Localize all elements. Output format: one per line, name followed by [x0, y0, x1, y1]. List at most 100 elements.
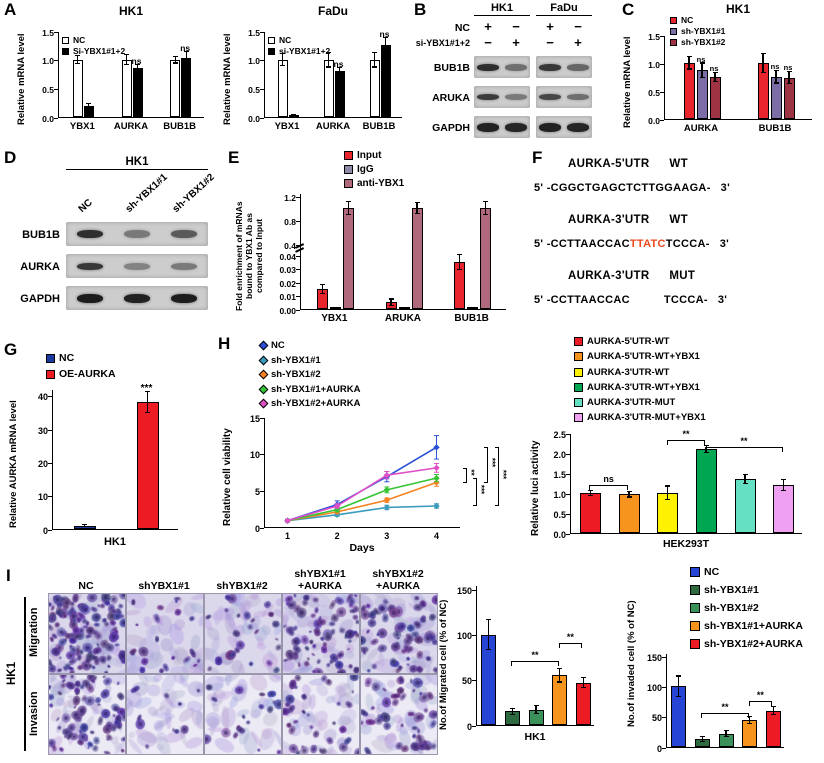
error-bar-cap [773, 70, 779, 72]
comparison-bracket [463, 467, 467, 483]
legend: NC sh-YBX1#1 sh-YBX1#2 sh-YBX1#1+AURKA sh-YB… [258, 340, 361, 413]
comparison-bracket [701, 712, 749, 718]
significance-label: ns [783, 62, 793, 72]
error-bar [701, 737, 703, 741]
category-label: BUB1B [758, 123, 792, 134]
invasion-image-5 [360, 674, 438, 755]
data-point-marker [383, 496, 391, 504]
blot-label: GAPDH [432, 122, 470, 134]
error-bar-cap [781, 478, 787, 480]
y-tick-label: 2.5 [553, 429, 566, 440]
error-bar [321, 284, 323, 293]
protein-band [124, 230, 150, 238]
y-tick-mark [260, 490, 264, 492]
condition-sign: − [484, 35, 492, 50]
migration-image-5 [360, 593, 438, 674]
plot-area [300, 194, 506, 310]
error-bar-cap [383, 52, 388, 54]
prime5-label: 5' - [534, 294, 551, 306]
error-bar [77, 56, 79, 64]
invasion-image-4 [282, 674, 360, 755]
sequence-name: AURKA-5'UTR WT [568, 158, 688, 170]
y-tick-mark [662, 717, 666, 719]
y-tick-mark [260, 117, 264, 119]
sequence-line: 5' -CGGCTGAGCTCTTGGAAGA- 3' [534, 182, 730, 194]
legend-label: OE-AURKA [59, 368, 116, 380]
blot-label: BUB1B [433, 62, 470, 74]
y-tick-label: 15 [249, 413, 260, 424]
y-tick-mark [662, 656, 666, 658]
legend-item: NC [258, 340, 361, 351]
y-tick-label: 10 [37, 492, 48, 503]
lane-label: NC [76, 197, 95, 215]
sequence-region: AURKA-5'UTR [568, 158, 650, 170]
comparison-bracket [484, 447, 488, 483]
y-tick-mark [296, 296, 300, 298]
chart-cell-viability: Relative cell viability 0 5 10 15 Days 1 2 3 4 ** *… [216, 336, 512, 563]
error-bar [347, 202, 349, 215]
condition-sign: + [484, 19, 492, 34]
sequence-post: TCCCA [665, 238, 706, 250]
blot-strip [536, 86, 592, 108]
protein-band [539, 94, 561, 100]
y-tick-mark [296, 282, 300, 284]
significance-label: *** [498, 469, 508, 479]
y-tick-mark [296, 255, 300, 257]
y-tick-label: 1.2 [284, 192, 296, 203]
error-bar-cap [533, 713, 539, 715]
sequence-region: AURKA-3'UTR [568, 214, 650, 226]
error-bar-cap [319, 283, 325, 285]
error-bar-cap [280, 52, 285, 54]
legend-item: sh-YBX1#1 [670, 26, 725, 36]
error-bar-cap [82, 525, 87, 528]
westernblot-hk1-sh: HK1 NC sh-YBX1#1 sh-YBX1#2 BUB1B AURKA GAPDH [4, 148, 226, 340]
sequence-close-dash: - [705, 238, 710, 250]
legend-swatch [46, 353, 55, 363]
error-bar-cap [580, 686, 586, 689]
comparison-bracket [589, 485, 628, 491]
legend-swatch [258, 355, 269, 365]
prime5-label: 5' - [534, 182, 551, 194]
legend-label: AURKA-3'UTR-MUT+YBX1 [587, 412, 706, 424]
y-tick-label: 0.0 [42, 113, 54, 124]
legend-swatch [670, 16, 677, 24]
sequence-name: AURKA-3'UTR WT [568, 214, 688, 226]
bar [773, 485, 795, 533]
sequence-pre: CCTTAACCAC [550, 294, 630, 306]
y-tick-mark [296, 220, 300, 222]
y-tick-mark [472, 635, 476, 637]
error-bar [327, 52, 330, 67]
significance-label: ns [180, 43, 191, 54]
error-bar-cap [723, 730, 729, 732]
prime3-label: 3' [720, 182, 730, 194]
x-tick-label: 1 [285, 531, 291, 541]
legend-swatch [690, 639, 700, 649]
error-bar-cap [86, 103, 92, 105]
y-tick-label: 1.0 [648, 59, 660, 70]
chart-rip-enrichment: Fold enrichment of mRNAs bound to YBX1 A… [226, 148, 530, 340]
error-bar [749, 717, 751, 724]
data-point-marker [433, 479, 440, 486]
y-tick-mark [260, 60, 264, 62]
y-tick-label: 0 [254, 523, 260, 534]
legend-item: NC [268, 35, 330, 45]
legend-swatch [574, 367, 583, 377]
panel-label-f: F [532, 148, 543, 167]
legend-item: sh-YBX1#2 [258, 369, 361, 380]
category-label: AURKA [683, 123, 719, 134]
bar [467, 307, 479, 309]
bar [709, 77, 721, 119]
error-bar-cap [509, 713, 515, 716]
chart-invaded-cells: No.of invaded cell (% of NC) 0 50 100 150 ** *… [622, 574, 808, 763]
legend-swatch [574, 398, 583, 408]
y-tick-mark [54, 60, 58, 62]
legend-label: sh-YBX1#2+AURKA [704, 638, 803, 650]
blot-group-label: HK1 [66, 156, 208, 170]
column-header-line2: +AURKA [375, 580, 421, 592]
blot-group-label: HK1 [474, 2, 530, 16]
protein-band [124, 262, 150, 270]
y-tick-mark [48, 462, 52, 464]
blot-label: ARUKA [432, 92, 470, 104]
legend-item: sh-YBX1#1 [258, 355, 361, 366]
